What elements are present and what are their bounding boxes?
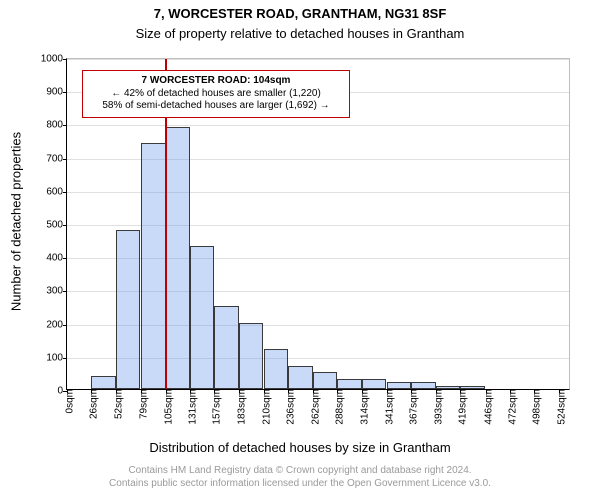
y-tick-label: 900 [46,87,67,98]
histogram-bar [362,379,386,389]
copyright-line1: Contains HM Land Registry data © Crown c… [0,465,600,478]
y-tick-label: 800 [46,120,67,131]
histogram-bar [313,372,337,389]
x-tick-label: 314sqm [353,389,370,425]
gridline [67,59,569,60]
x-tick-label: 367sqm [403,389,420,425]
copyright-notice: Contains HM Land Registry data © Crown c… [0,465,600,490]
x-tick-label: 157sqm [206,389,223,425]
x-tick-label: 52sqm [107,389,124,419]
histogram-bar [337,379,361,389]
info-box-line1: ← 42% of detached houses are smaller (1,… [111,88,321,99]
histogram-bar [166,127,190,389]
x-tick-label: 262sqm [304,389,321,425]
x-tick-label: 288sqm [329,389,346,425]
x-axis-label: Distribution of detached houses by size … [0,440,600,455]
y-axis-label: Number of detached properties [9,102,24,342]
x-tick-label: 419sqm [452,389,469,425]
x-tick-label: 131sqm [181,389,198,425]
copyright-line2: Contains public sector information licen… [0,478,600,491]
histogram-bar [239,323,263,389]
y-tick-label: 700 [46,153,67,164]
x-tick-label: 341sqm [379,389,396,425]
y-tick-label: 100 [46,352,67,363]
histogram-bar [411,382,435,389]
x-tick-label: 79sqm [133,389,150,419]
y-tick-label: 500 [46,220,67,231]
gridline [67,125,569,126]
y-tick-label: 300 [46,286,67,297]
x-tick-label: 236sqm [280,389,297,425]
x-tick-label: 472sqm [501,389,518,425]
y-tick-label: 200 [46,319,67,330]
histogram-bar [190,246,214,389]
info-box-title: 7 WORCESTER ROAD: 104sqm [91,75,341,88]
y-tick-label: 1000 [41,54,67,65]
info-box: 7 WORCESTER ROAD: 104sqm ← 42% of detach… [82,70,350,118]
x-tick-label: 393sqm [427,389,444,425]
x-tick-label: 210sqm [256,389,273,425]
histogram-bar [264,349,288,389]
histogram-bar [288,366,312,389]
x-tick-label: 498sqm [526,389,543,425]
chart-subtitle: Size of property relative to detached ho… [0,26,600,41]
histogram-bar [214,306,238,389]
info-box-line2: 58% of semi-detached houses are larger (… [102,100,329,111]
y-tick-label: 400 [46,253,67,264]
chart-title: 7, WORCESTER ROAD, GRANTHAM, NG31 8SF [0,6,600,21]
x-tick-label: 26sqm [83,389,100,419]
chart-root: 7, WORCESTER ROAD, GRANTHAM, NG31 8SF Si… [0,0,600,500]
x-tick-label: 183sqm [230,389,247,425]
x-tick-label: 105sqm [157,389,174,425]
histogram-bar [116,230,140,389]
histogram-bar [91,376,115,389]
x-tick-label: 446sqm [477,389,494,425]
histogram-bar [387,382,411,389]
x-tick-label: 0sqm [59,389,76,413]
x-tick-label: 524sqm [550,389,567,425]
histogram-bar [141,143,165,389]
y-tick-label: 600 [46,186,67,197]
